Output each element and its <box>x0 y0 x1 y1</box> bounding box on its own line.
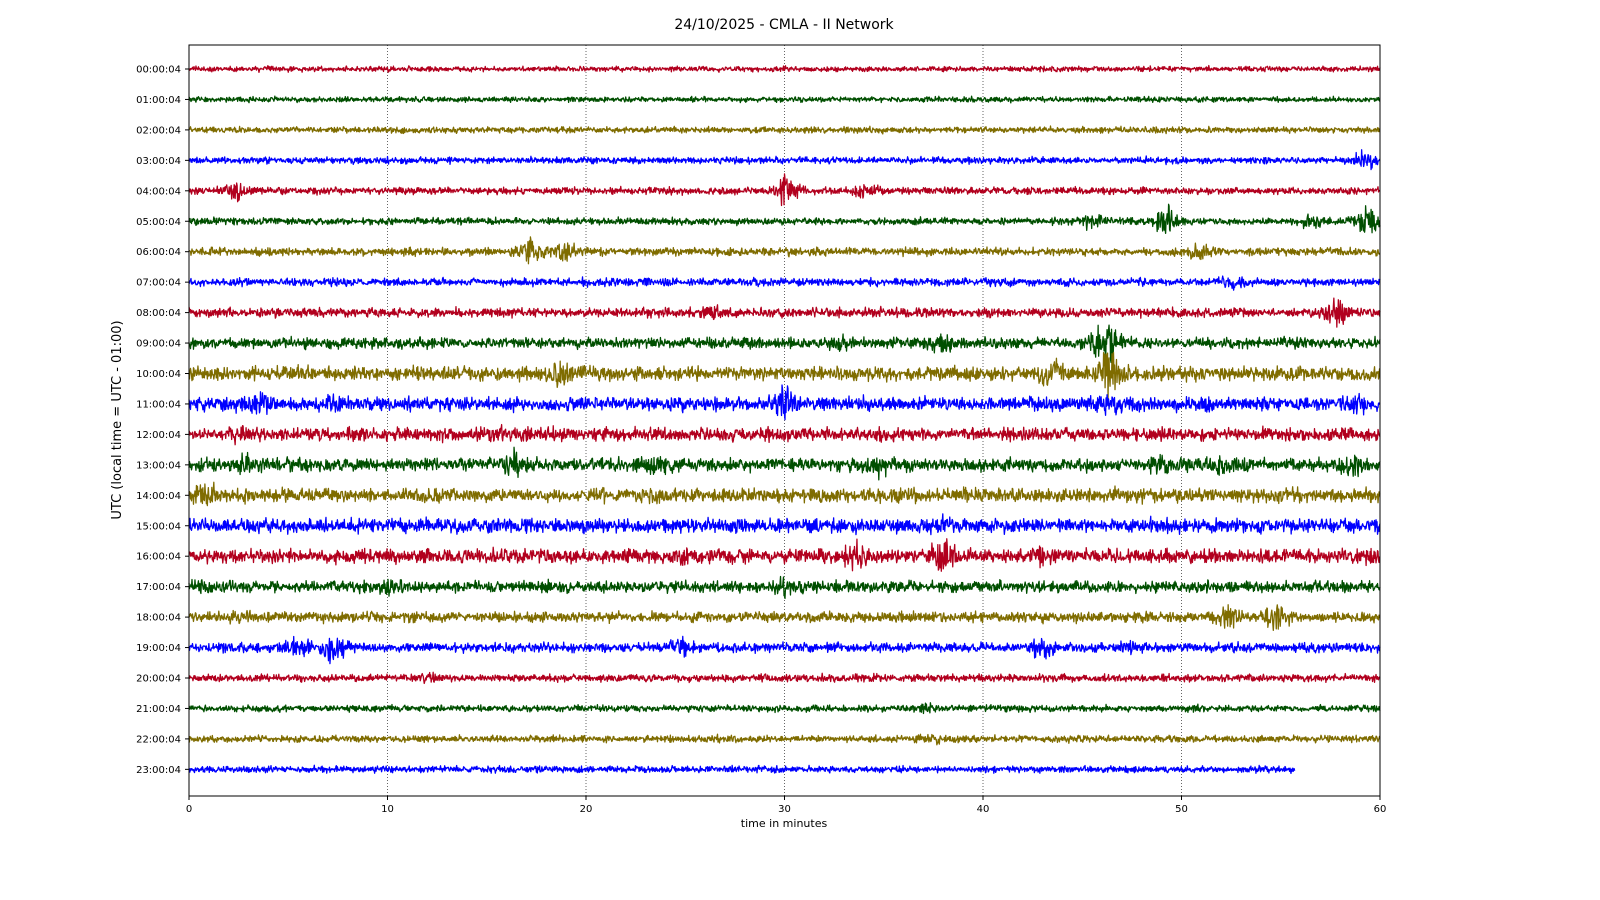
trace-line <box>188 125 1381 135</box>
x-tick-label: 40 <box>977 804 990 815</box>
trace-line <box>188 538 1381 572</box>
y-tick-label: 18:00:04 <box>136 613 181 624</box>
trace-line <box>188 384 1381 421</box>
trace-line <box>188 671 1381 685</box>
y-tick-label: 00:00:04 <box>136 65 181 76</box>
y-tick-label: 06:00:04 <box>136 247 181 258</box>
x-tick-label: 50 <box>1175 804 1188 815</box>
x-tick-label: 0 <box>186 804 192 815</box>
y-tick-label: 04:00:04 <box>136 186 181 197</box>
trace-line <box>188 297 1381 328</box>
y-tick-label: 10:00:04 <box>136 369 181 380</box>
trace-line <box>188 324 1381 369</box>
x-tick-label: 60 <box>1374 804 1387 815</box>
trace-line <box>188 203 1381 235</box>
y-tick-labels: 00:00:04 01:00:04 02:00:04 03:00:04 04:00:04… <box>136 65 189 776</box>
x-tick-label: 10 <box>381 804 394 815</box>
y-tick-label: 22:00:04 <box>136 734 181 745</box>
y-tick-label: 05:00:04 <box>136 217 181 228</box>
y-tick-label: 17:00:04 <box>136 582 181 593</box>
trace-line <box>188 236 1381 265</box>
trace-line <box>188 423 1381 446</box>
trace-group <box>188 64 1381 775</box>
y-tick-label: 21:00:04 <box>136 704 181 715</box>
x-tick-labels: 0 10 20 30 40 50 60 <box>186 796 1387 815</box>
y-tick-label: 14:00:04 <box>136 491 181 502</box>
y-tick-label: 01:00:04 <box>136 95 181 106</box>
y-tick-label: 19:00:04 <box>136 643 181 654</box>
y-tick-label: 11:00:04 <box>136 399 181 410</box>
x-axis-label: time in minutes <box>741 817 828 830</box>
trace-line <box>188 702 1381 715</box>
y-tick-label: 23:00:04 <box>136 765 181 776</box>
y-tick-label: 02:00:04 <box>136 125 181 136</box>
trace-line <box>188 575 1381 600</box>
trace-line <box>188 733 1381 746</box>
trace-line <box>188 95 1381 104</box>
x-tick-label: 20 <box>580 804 593 815</box>
trace-line <box>188 64 1381 73</box>
x-tick-label: 30 <box>778 804 791 815</box>
y-tick-label: 16:00:04 <box>136 552 181 563</box>
y-tick-label: 15:00:04 <box>136 521 181 532</box>
trace-line <box>188 513 1381 536</box>
trace-line <box>188 764 1296 775</box>
y-tick-label: 20:00:04 <box>136 674 181 685</box>
trace-line <box>188 351 1381 400</box>
trace-line <box>188 635 1381 665</box>
trace-line <box>188 275 1381 291</box>
grid-lines <box>387 45 1182 796</box>
y-axis-label: UTC (local time = UTC - 01:00) <box>110 320 125 519</box>
trace-line <box>188 173 1381 207</box>
y-tick-label: 12:00:04 <box>136 430 181 441</box>
y-tick-label: 08:00:04 <box>136 308 181 319</box>
y-tick-label: 13:00:04 <box>136 460 181 471</box>
trace-line <box>188 481 1381 507</box>
trace-line <box>188 604 1381 632</box>
y-tick-label: 03:00:04 <box>136 156 181 167</box>
y-tick-label: 07:00:04 <box>136 278 181 289</box>
y-tick-label: 09:00:04 <box>136 339 181 350</box>
chart-title: 24/10/2025 - CMLA - II Network <box>674 17 894 33</box>
trace-line <box>188 446 1381 481</box>
trace-line <box>188 149 1381 171</box>
